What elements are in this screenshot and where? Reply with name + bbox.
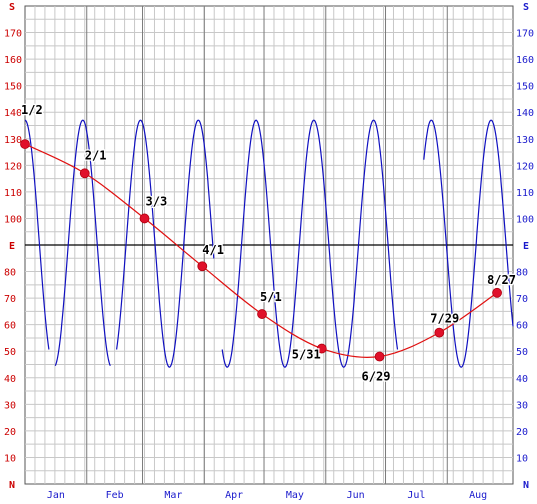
trend-point-label: 4/1 xyxy=(202,243,224,257)
trend-point xyxy=(197,261,208,272)
trend-point-label: 5/1 xyxy=(260,290,282,304)
trend-point xyxy=(316,343,327,354)
y-tick-label-left: S xyxy=(9,2,15,13)
oscillation-series xyxy=(24,119,514,368)
y-tick-label-left: 160 xyxy=(4,55,22,66)
x-axis: Jan Feb Mar Apr May Jun Jul Aug xyxy=(47,490,487,501)
trend-series: 1/2 2/1 3/3 4/1 5/1 5/31 6/29 7/29 8/27 xyxy=(20,102,517,385)
y-tick-label-left: 70 xyxy=(4,294,16,305)
y-tick-label-right: 130 xyxy=(516,135,534,146)
oscillation-line xyxy=(423,119,514,368)
trend-point-label: 6/29 xyxy=(362,370,391,384)
y-tick-label-left: 40 xyxy=(4,374,16,385)
y-tick-label-right: 170 xyxy=(516,29,534,40)
y-axis-left: N 10 20 30 40 50 60 70 80 E 100 110 120 130 140 150 160 1… xyxy=(4,2,22,491)
grid xyxy=(24,5,514,485)
trend-point xyxy=(492,287,502,298)
y-tick-label-left: 50 xyxy=(4,347,16,358)
y-tick-label-left: 120 xyxy=(4,161,22,172)
y-tick-label-right: 160 xyxy=(516,55,534,66)
y-tick-label-right: 50 xyxy=(516,347,528,358)
y-tick-label-left: 20 xyxy=(4,427,16,438)
month-label: Apr xyxy=(225,490,243,501)
y-tick-label-right: 120 xyxy=(516,161,534,172)
y-tick-label-right: 20 xyxy=(516,427,528,438)
month-label: Mar xyxy=(164,490,182,501)
y-tick-label-left: E xyxy=(9,241,15,252)
trend-point-label: 8/27 xyxy=(487,273,516,287)
y-tick-label-left: 130 xyxy=(4,135,22,146)
y-tick-label-right: 60 xyxy=(516,321,528,332)
oscillation-line xyxy=(24,119,50,350)
y-axis-right: N 10 20 30 40 50 60 70 80 E 100 110 120 130 140 150 160 1… xyxy=(516,2,534,491)
y-tick-label-left: 80 xyxy=(4,268,16,279)
y-tick-label-left: 10 xyxy=(4,453,16,464)
y-tick-label-left: 100 xyxy=(4,214,22,225)
trend-point xyxy=(257,309,267,319)
trend-point-label: 5/31 xyxy=(292,348,321,362)
month-label: Jun xyxy=(347,490,365,501)
y-tick-label-left: 110 xyxy=(4,188,22,199)
trend-point xyxy=(139,213,150,224)
y-tick-label-right: 110 xyxy=(516,188,534,199)
trend-point-label: 2/1 xyxy=(85,148,107,162)
trend-point-label: 1/2 xyxy=(21,103,43,117)
trend-point xyxy=(434,327,445,338)
oscillation-line xyxy=(54,119,111,366)
month-label: Jan xyxy=(47,490,65,501)
y-tick-label-left: 60 xyxy=(4,321,16,332)
y-tick-label-right: S xyxy=(523,2,529,13)
y-tick-label-right: E xyxy=(523,241,529,252)
y-tick-label-right: 40 xyxy=(516,374,528,385)
y-tick-label-right: 150 xyxy=(516,82,534,93)
y-tick-label-right: 100 xyxy=(516,214,534,225)
trend-point-label: 3/3 xyxy=(146,194,168,208)
month-label: Feb xyxy=(106,490,124,501)
y-tick-label-left: N xyxy=(9,480,15,491)
y-tick-label-left: 140 xyxy=(4,108,22,119)
trend-point xyxy=(79,168,90,179)
y-tick-label-right: 30 xyxy=(516,400,528,411)
month-label: Jul xyxy=(407,490,425,501)
y-tick-label-right: 70 xyxy=(516,294,528,305)
y-tick-label-left: 170 xyxy=(4,29,22,40)
y-tick-label-left: 150 xyxy=(4,82,22,93)
y-tick-label-right: 140 xyxy=(516,108,534,119)
month-label: Aug xyxy=(469,490,487,501)
trend-point-label: 7/29 xyxy=(430,312,459,326)
oscillation-line xyxy=(116,119,215,368)
trend-point xyxy=(20,139,30,149)
y-tick-label-right: N xyxy=(523,480,529,491)
y-tick-label-right: 10 xyxy=(516,453,528,464)
trend-point xyxy=(374,351,385,362)
y-tick-label-left: 30 xyxy=(4,400,16,411)
month-label: May xyxy=(286,490,304,501)
oscillation-line xyxy=(221,119,399,368)
y-tick-label-right: 80 xyxy=(516,268,528,279)
